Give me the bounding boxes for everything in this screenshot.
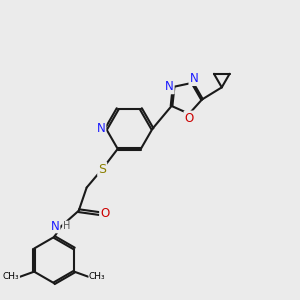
Text: O: O (184, 112, 194, 124)
Text: N: N (189, 72, 198, 85)
Text: N: N (51, 220, 60, 233)
Text: H: H (63, 221, 70, 231)
Text: O: O (100, 207, 109, 220)
Text: CH₃: CH₃ (3, 272, 20, 281)
Text: S: S (98, 163, 106, 176)
Text: CH₃: CH₃ (89, 272, 106, 281)
Text: N: N (97, 122, 105, 135)
Text: N: N (165, 80, 174, 93)
